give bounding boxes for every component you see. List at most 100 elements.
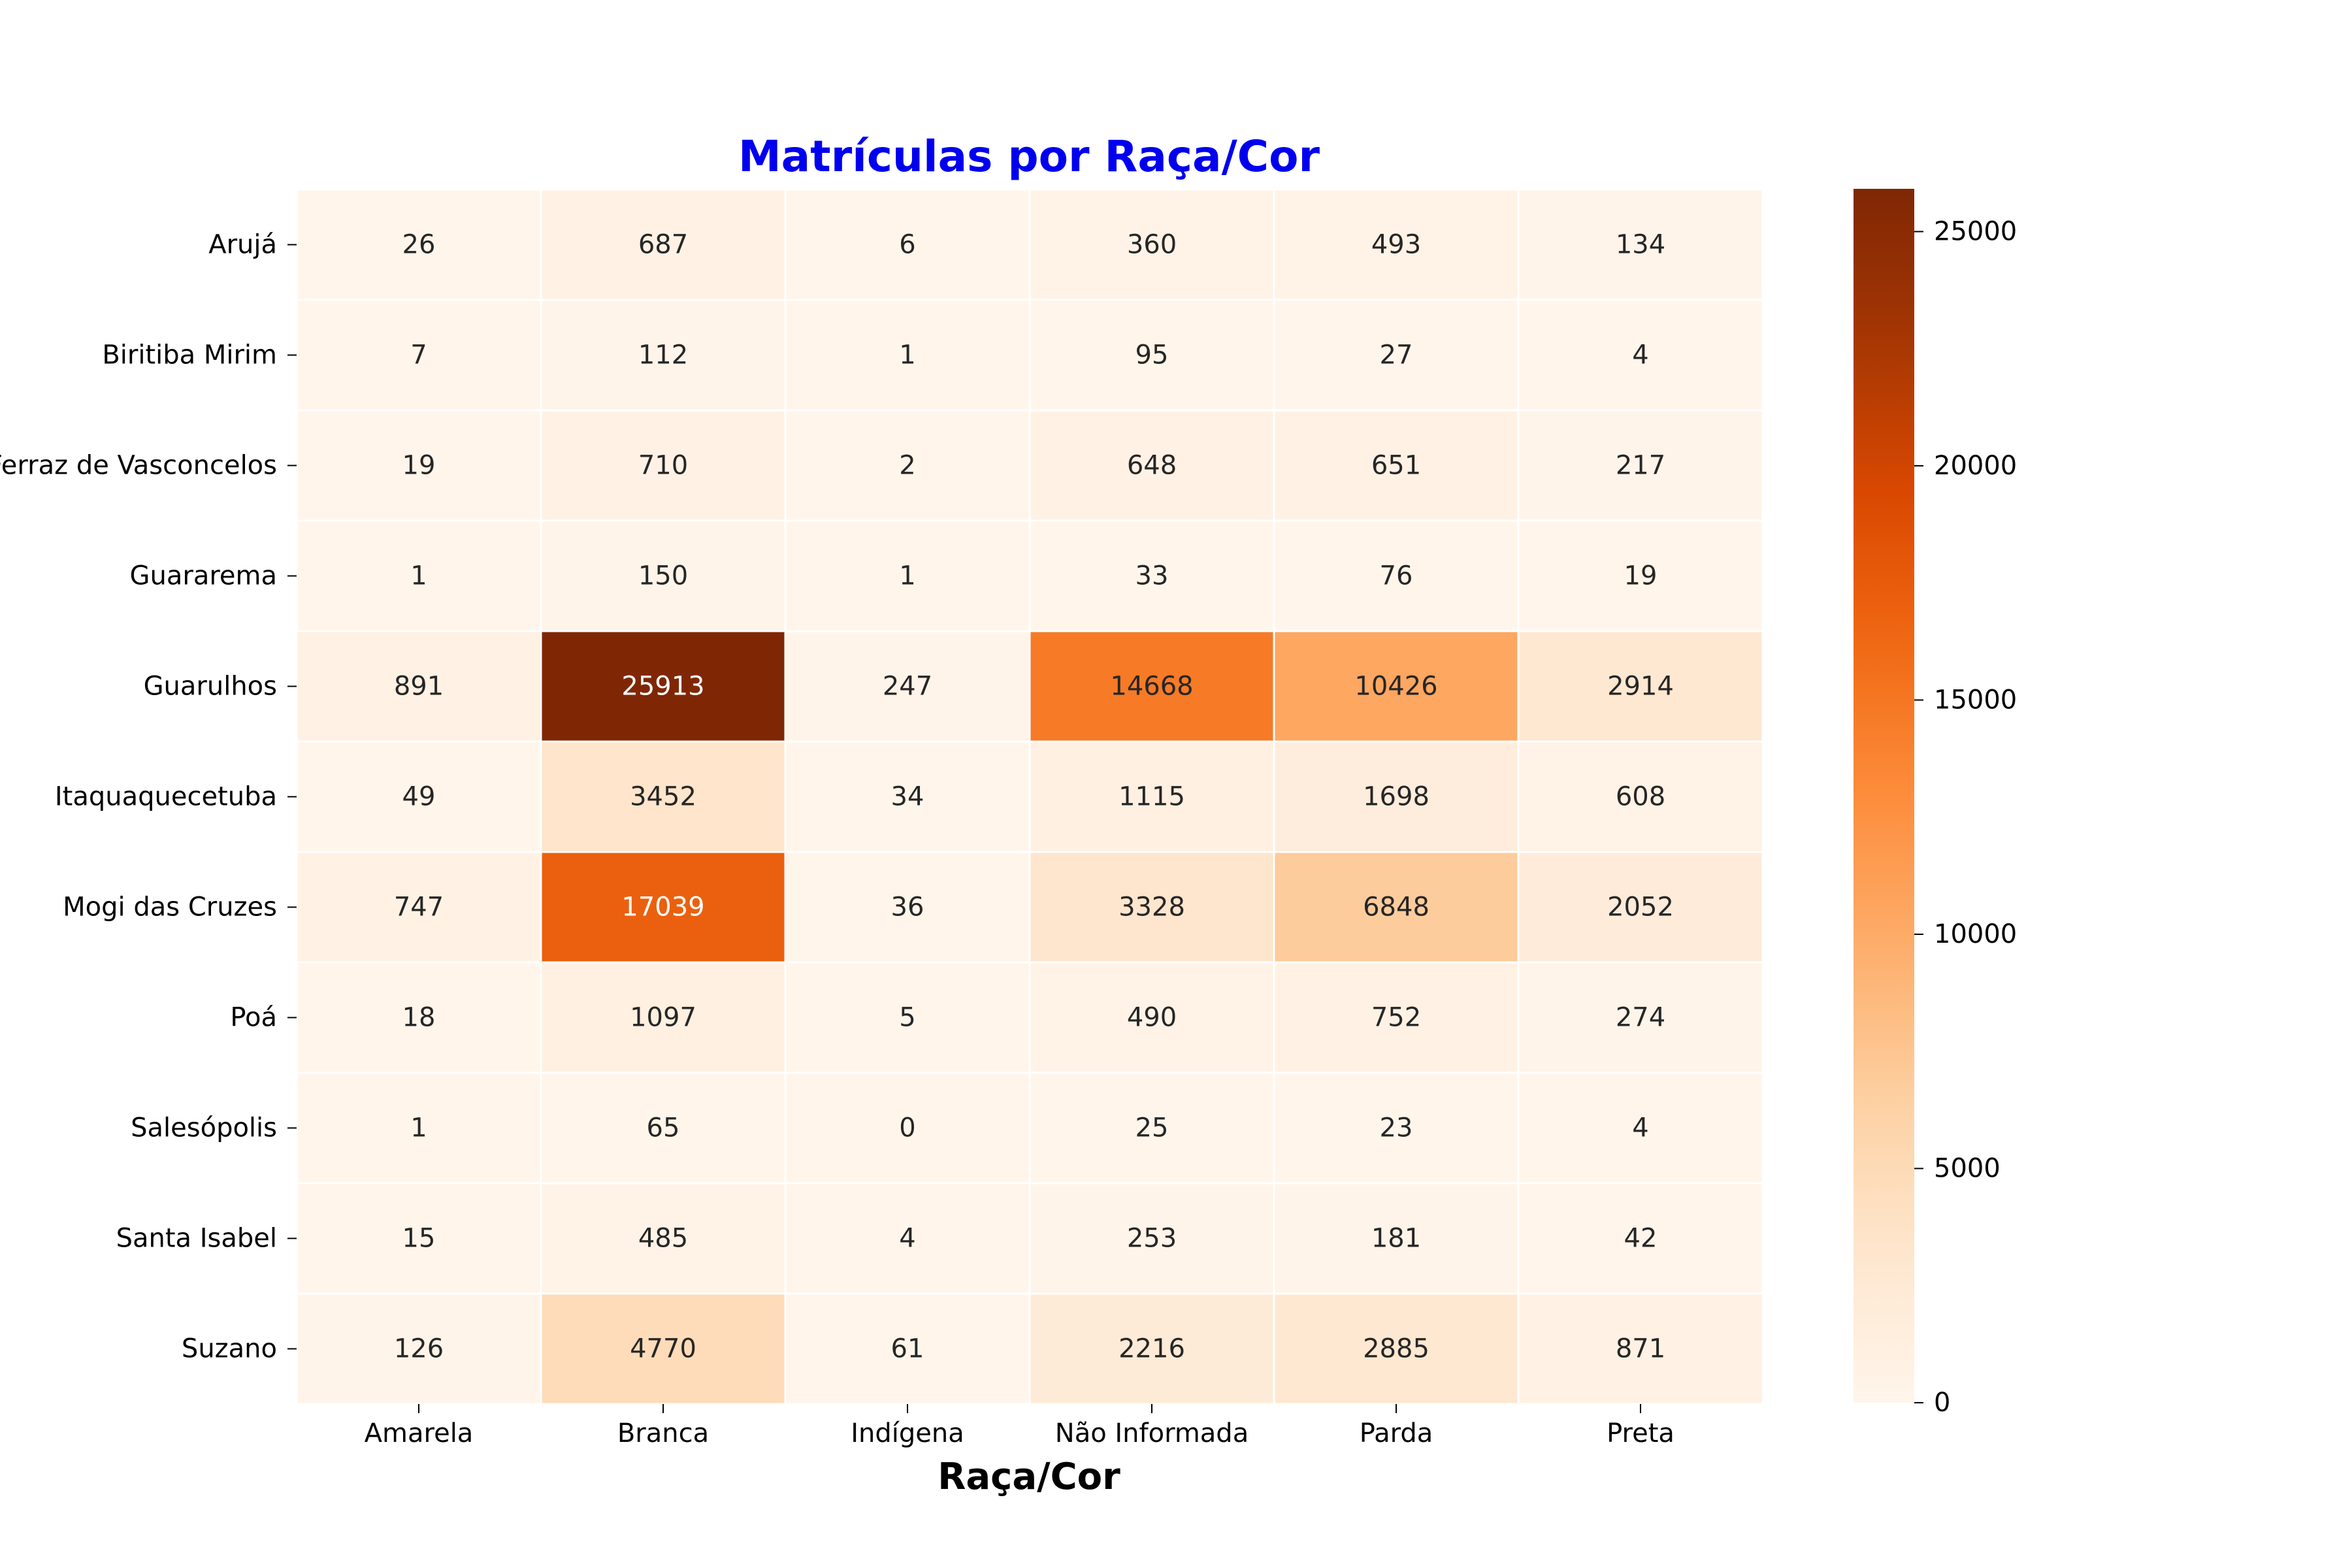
cell-value-label: 181 bbox=[1371, 1224, 1421, 1254]
heatmap-cell bbox=[295, 1071, 542, 1184]
heatmap-cell bbox=[1517, 409, 1764, 522]
heatmap-cell bbox=[540, 851, 787, 964]
heatmap-cell bbox=[1517, 851, 1764, 964]
colorbar-tick-label: 0 bbox=[1934, 1388, 1950, 1418]
cell-value-label: 217 bbox=[1616, 451, 1665, 481]
x-tick-label: Preta bbox=[1607, 1418, 1674, 1448]
heatmap-cell bbox=[1028, 188, 1275, 301]
cell-value-label: 23 bbox=[1380, 1113, 1413, 1143]
cell-value-label: 17039 bbox=[621, 892, 704, 923]
heatmap-cell bbox=[1517, 740, 1764, 853]
chart-title: Matrículas por Raça/Cor bbox=[738, 131, 1320, 182]
heatmap-cell bbox=[1028, 409, 1275, 522]
cell-value-label: 1 bbox=[410, 1113, 427, 1143]
heatmap-cell bbox=[784, 961, 1031, 1074]
cell-value-label: 4 bbox=[1632, 1113, 1648, 1143]
x-tick-label: Amarela bbox=[365, 1418, 474, 1448]
heatmap-cell bbox=[1273, 961, 1520, 1074]
cell-value-label: 2216 bbox=[1119, 1334, 1185, 1364]
cell-value-label: 18 bbox=[402, 1003, 436, 1033]
y-tick-label: Salesópolis bbox=[131, 1113, 277, 1143]
cell-value-label: 33 bbox=[1135, 561, 1169, 591]
colorbar-tick-label: 20000 bbox=[1934, 451, 2017, 481]
heatmap-cell bbox=[295, 630, 542, 743]
heatmap-cell bbox=[1028, 1292, 1275, 1405]
heatmap-cell bbox=[295, 1182, 542, 1295]
cell-value-label: 7 bbox=[410, 340, 427, 370]
heatmap-cell bbox=[1517, 1292, 1764, 1405]
y-tick-label: Guarulhos bbox=[144, 672, 277, 702]
cell-value-label: 76 bbox=[1380, 561, 1413, 591]
y-tick-label: Santa Isabel bbox=[116, 1224, 277, 1254]
cell-value-label: 6 bbox=[899, 230, 915, 260]
cell-value-label: 747 bbox=[394, 892, 444, 923]
cell-value-label: 1097 bbox=[630, 1003, 696, 1033]
heatmap-cell bbox=[1517, 961, 1764, 1074]
cell-value-label: 0 bbox=[899, 1113, 915, 1143]
cell-value-label: 4770 bbox=[630, 1334, 696, 1364]
heatmap-cell bbox=[540, 409, 787, 522]
cell-value-label: 2 bbox=[899, 451, 915, 481]
cell-value-label: 710 bbox=[638, 451, 688, 481]
heatmap-cell bbox=[540, 1071, 787, 1184]
cell-value-label: 490 bbox=[1127, 1003, 1177, 1033]
cell-value-label: 648 bbox=[1127, 451, 1177, 481]
cell-value-label: 6848 bbox=[1363, 892, 1429, 923]
cell-value-label: 14668 bbox=[1110, 672, 1193, 702]
y-tick-label: Itaquaquecetuba bbox=[55, 782, 277, 812]
heatmap-cell bbox=[295, 409, 542, 522]
heatmap-cell bbox=[1273, 740, 1520, 853]
heatmap-cell bbox=[540, 519, 787, 632]
y-tick-label: Ferraz de Vasconcelos bbox=[0, 451, 277, 481]
cell-value-label: 1115 bbox=[1119, 782, 1185, 812]
y-tick-label: Suzano bbox=[182, 1334, 277, 1364]
heatmap-cell bbox=[540, 299, 787, 412]
heatmap-cell bbox=[1273, 409, 1520, 522]
cell-value-label: 871 bbox=[1616, 1334, 1665, 1364]
heatmap-cell bbox=[1028, 519, 1275, 632]
x-axis-ticks: Amarela Branca Indígena Não Informada Parda P… bbox=[365, 1404, 1674, 1448]
cell-value-label: 150 bbox=[638, 561, 688, 591]
heatmap-cell bbox=[784, 188, 1031, 301]
cell-value-label: 1698 bbox=[1363, 782, 1429, 812]
cell-value-label: 112 bbox=[638, 340, 688, 370]
heatmap-cell bbox=[1273, 1182, 1520, 1295]
cell-value-label: 1 bbox=[410, 561, 427, 591]
colorbar-gradient bbox=[1854, 189, 1914, 1403]
x-axis-label: Raça/Cor bbox=[938, 1456, 1120, 1498]
x-tick-label: Não Informada bbox=[1055, 1418, 1249, 1448]
cell-value-label: 2885 bbox=[1363, 1334, 1429, 1364]
cell-value-label: 485 bbox=[638, 1224, 688, 1254]
cell-value-label: 274 bbox=[1616, 1003, 1665, 1033]
cell-value-label: 1 bbox=[899, 340, 915, 370]
cell-value-label: 36 bbox=[891, 892, 924, 923]
heatmap-cell bbox=[295, 740, 542, 853]
heatmap-cell bbox=[1273, 188, 1520, 301]
cell-value-label: 752 bbox=[1371, 1003, 1421, 1033]
y-tick-label: Mogi das Cruzes bbox=[63, 892, 277, 923]
y-tick-label: Arujá bbox=[208, 230, 277, 260]
heatmap-cell bbox=[540, 188, 787, 301]
cell-value-label: 134 bbox=[1616, 230, 1665, 260]
cell-value-label: 651 bbox=[1371, 451, 1421, 481]
heatmap-cell bbox=[295, 851, 542, 964]
cell-value-label: 247 bbox=[883, 672, 932, 702]
colorbar: 0 5000 10000 15000 20000 25000 bbox=[1854, 189, 2017, 1418]
cell-value-label: 19 bbox=[402, 451, 436, 481]
cell-value-label: 49 bbox=[402, 782, 436, 812]
cell-value-label: 15 bbox=[402, 1224, 436, 1254]
cell-value-label: 891 bbox=[394, 672, 444, 702]
cell-value-label: 608 bbox=[1616, 782, 1665, 812]
cell-value-label: 19 bbox=[1624, 561, 1658, 591]
heatmap-cell bbox=[1517, 299, 1764, 412]
x-tick-label: Parda bbox=[1360, 1418, 1433, 1448]
cell-value-label: 493 bbox=[1371, 230, 1421, 260]
cell-value-label: 10426 bbox=[1354, 672, 1437, 702]
heatmap-cell bbox=[784, 630, 1031, 743]
cell-value-label: 1 bbox=[899, 561, 915, 591]
cell-value-label: 3328 bbox=[1119, 892, 1185, 923]
cell-value-label: 65 bbox=[647, 1113, 680, 1143]
cell-value-label: 360 bbox=[1127, 230, 1177, 260]
y-tick-label: Poá bbox=[230, 1003, 277, 1033]
